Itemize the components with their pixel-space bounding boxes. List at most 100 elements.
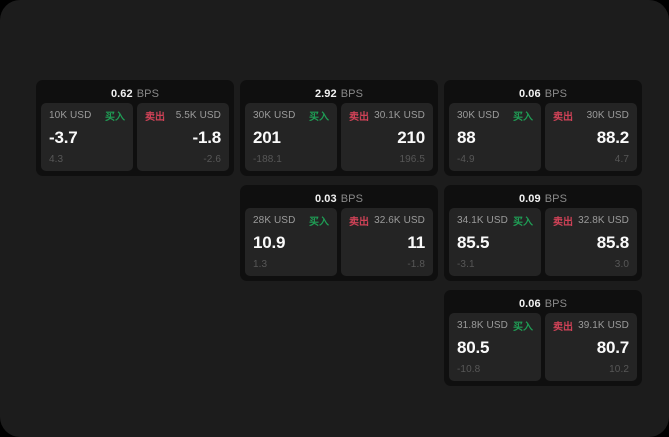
spread-card[interactable]: 0.62 BPS 10K USD 买入 -3.7 4.3 卖出 5.5K USD -1.8 -2.… (36, 80, 234, 176)
buy-delta-value: 4.3 (49, 154, 64, 165)
buy-panel[interactable]: 31.8K USD 买入 80.5 -10.8 (449, 313, 541, 381)
bps-value: 0.06 (518, 88, 541, 100)
sell-size-label: 30K USD (586, 110, 629, 121)
card-panels: 30K USD 买入 88 -4.9 卖出 30K USD 88.2 4.7 (449, 103, 637, 171)
sell-panel[interactable]: 卖出 39.1K USD 80.7 10.2 (545, 313, 637, 381)
sell-side-label: 卖出 (145, 112, 165, 123)
buy-side-label: 买入 (309, 217, 329, 228)
buy-price-value: 10.9 (253, 233, 286, 252)
buy-side-label: 买入 (513, 322, 533, 333)
buy-panel-top: 10K USD 买入 (49, 109, 125, 123)
buy-delta-value: -188.1 (253, 154, 282, 165)
sell-panel[interactable]: 卖出 32.6K USD 11 -1.8 (341, 208, 433, 276)
buy-panel-top: 30K USD 买入 (253, 109, 329, 123)
buy-side-label: 买入 (513, 112, 533, 123)
sell-panel[interactable]: 卖出 32.8K USD 85.8 3.0 (545, 208, 637, 276)
sell-side-label: 卖出 (553, 322, 573, 333)
buy-panel[interactable]: 30K USD 买入 201 -188.1 (245, 103, 337, 171)
sell-panel[interactable]: 卖出 30.1K USD 210 196.5 (341, 103, 433, 171)
buy-price-value: -3.7 (49, 128, 78, 147)
buy-price-value: 88 (457, 128, 476, 147)
buy-panel-top: 31.8K USD 买入 (457, 319, 533, 333)
buy-panel-top: 34.1K USD 买入 (457, 214, 533, 228)
buy-panel-top: 30K USD 买入 (457, 109, 533, 123)
sell-panel-top: 卖出 5.5K USD (145, 109, 221, 123)
sell-delta-value: 196.5 (399, 154, 425, 165)
sell-delta-value: -1.8 (407, 259, 425, 270)
bps-value: 0.09 (518, 193, 541, 205)
sell-delta-value: -2.6 (203, 154, 221, 165)
sell-panel-top: 卖出 30.1K USD (349, 109, 425, 123)
sell-price-value: 85.8 (596, 233, 629, 252)
card-panels: 28K USD 买入 10.9 1.3 卖出 32.6K USD 11 -1.8 (245, 208, 433, 276)
sell-panel-top: 卖出 32.6K USD (349, 214, 425, 228)
sell-side-label: 卖出 (349, 112, 369, 123)
sell-side-label: 卖出 (349, 217, 369, 228)
bps-value: 2.92 (314, 88, 337, 100)
sell-delta-value: 4.7 (614, 154, 629, 165)
buy-size-label: 10K USD (49, 110, 92, 121)
card-panels: 31.8K USD 买入 80.5 -10.8 卖出 39.1K USD 80.7 10.2 (449, 313, 637, 381)
buy-delta-value: 1.3 (253, 259, 268, 270)
buy-delta-value: -3.1 (457, 259, 475, 270)
card-panels: 34.1K USD 买入 85.5 -3.1 卖出 32.8K USD 85.8 3.0 (449, 208, 637, 276)
sell-size-label: 39.1K USD (578, 320, 629, 331)
spread-card[interactable]: 0.09 BPS 34.1K USD 买入 85.5 -3.1 卖出 32.8K USD 85.… (444, 185, 642, 281)
sell-price-value: 88.2 (596, 128, 629, 147)
buy-panel[interactable]: 34.1K USD 买入 85.5 -3.1 (449, 208, 541, 276)
buy-delta-value: -4.9 (457, 154, 475, 165)
buy-price-value: 85.5 (457, 233, 490, 252)
sell-panel-top: 卖出 39.1K USD (553, 319, 629, 333)
sell-panel[interactable]: 卖出 5.5K USD -1.8 -2.6 (137, 103, 229, 171)
sell-price-value: 210 (397, 128, 425, 147)
sell-size-label: 32.8K USD (578, 215, 629, 226)
bps-unit-label: BPS (544, 88, 568, 100)
sell-side-label: 卖出 (553, 217, 573, 228)
buy-size-label: 30K USD (253, 110, 296, 121)
card-header: 0.06 BPS (449, 85, 637, 103)
buy-price-value: 80.5 (457, 338, 490, 357)
buy-size-label: 30K USD (457, 110, 500, 121)
sell-size-label: 30.1K USD (374, 110, 425, 121)
buy-side-label: 买入 (513, 217, 533, 228)
sell-price-value: 11 (407, 233, 425, 252)
card-header: 0.06 BPS (449, 295, 637, 313)
sell-price-value: 80.7 (596, 338, 629, 357)
buy-side-label: 买入 (105, 112, 125, 123)
sell-side-label: 卖出 (553, 112, 573, 123)
buy-price-value: 201 (253, 128, 281, 147)
bps-value: 0.62 (110, 88, 133, 100)
bps-unit-label: BPS (544, 193, 568, 205)
sell-size-label: 32.6K USD (374, 215, 425, 226)
buy-panel[interactable]: 30K USD 买入 88 -4.9 (449, 103, 541, 171)
bps-value: 0.06 (518, 298, 541, 310)
spread-card[interactable]: 0.06 BPS 30K USD 买入 88 -4.9 卖出 30K USD 88.2 4.7 (444, 80, 642, 176)
sell-price-value: -1.8 (192, 128, 222, 147)
bps-unit-label: BPS (136, 88, 160, 100)
card-header: 0.62 BPS (41, 85, 229, 103)
bps-unit-label: BPS (340, 88, 364, 100)
sell-panel[interactable]: 卖出 30K USD 88.2 4.7 (545, 103, 637, 171)
card-header: 2.92 BPS (245, 85, 433, 103)
sell-panel-top: 卖出 30K USD (553, 109, 629, 123)
buy-panel[interactable]: 28K USD 买入 10.9 1.3 (245, 208, 337, 276)
spread-card[interactable]: 0.06 BPS 31.8K USD 买入 80.5 -10.8 卖出 39.1K USD 80… (444, 290, 642, 386)
buy-size-label: 31.8K USD (457, 320, 508, 331)
sell-size-label: 5.5K USD (175, 110, 221, 121)
buy-delta-value: -10.8 (457, 364, 481, 375)
buy-panel[interactable]: 10K USD 买入 -3.7 4.3 (41, 103, 133, 171)
bps-unit-label: BPS (340, 193, 364, 205)
buy-panel-top: 28K USD 买入 (253, 214, 329, 228)
buy-side-label: 买入 (309, 112, 329, 123)
card-panels: 30K USD 买入 201 -188.1 卖出 30.1K USD 210 196.5 (245, 103, 433, 171)
buy-size-label: 34.1K USD (457, 215, 508, 226)
card-header: 0.09 BPS (449, 190, 637, 208)
bps-unit-label: BPS (544, 298, 568, 310)
sell-delta-value: 10.2 (609, 364, 629, 375)
sell-panel-top: 卖出 32.8K USD (553, 214, 629, 228)
bps-value: 0.03 (314, 193, 337, 205)
spread-card[interactable]: 0.03 BPS 28K USD 买入 10.9 1.3 卖出 32.6K USD 11 -1.8 (240, 185, 438, 281)
spread-card[interactable]: 2.92 BPS 30K USD 买入 201 -188.1 卖出 30.1K USD 210 1… (240, 80, 438, 176)
buy-size-label: 28K USD (253, 215, 296, 226)
